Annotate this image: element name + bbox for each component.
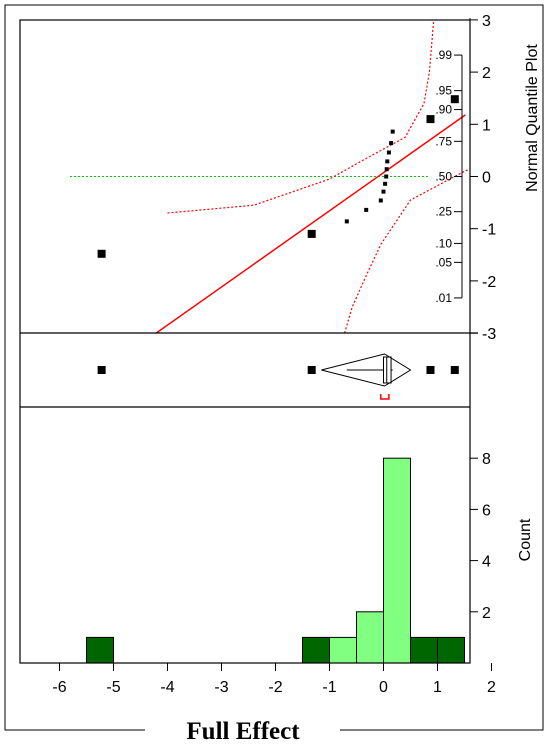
plot-frame bbox=[19, 19, 471, 664]
count-tick-label: 2 bbox=[482, 605, 491, 622]
x-tick-label: 1 bbox=[433, 679, 442, 696]
histogram-panel bbox=[86, 457, 465, 664]
axes-layer: .01 .05 .10 .25 .50 .75 .90 .95 .99 -3 -2 -1 0 1 2 3 Nor… bbox=[4, 4, 544, 745]
quantile-point bbox=[97, 249, 106, 258]
quantile-point bbox=[383, 181, 388, 186]
quantile-point bbox=[307, 229, 316, 238]
histogram-bar bbox=[356, 611, 384, 664]
x-axis-title: Full Effect bbox=[186, 718, 300, 745]
x-tick-label: -6 bbox=[52, 679, 66, 696]
box-outlier-point bbox=[97, 366, 106, 374]
count-axis-label: Count bbox=[517, 518, 534, 561]
z-tick-label: 0 bbox=[482, 170, 491, 187]
x-tick-label: 2 bbox=[487, 679, 496, 696]
probability-tick-label: .75 bbox=[435, 134, 452, 148]
x-tick-label: -4 bbox=[160, 679, 174, 696]
histogram-bar bbox=[329, 636, 357, 664]
quantile-point bbox=[386, 150, 391, 155]
z-tick-label: -2 bbox=[482, 274, 496, 291]
quantile-point bbox=[364, 207, 369, 212]
quantile-point bbox=[389, 141, 394, 146]
box-outlier-point bbox=[307, 366, 316, 374]
count-tick-label: 8 bbox=[482, 451, 491, 468]
z-tick-label: 2 bbox=[482, 65, 491, 82]
probability-tick-label: .99 bbox=[435, 48, 452, 62]
x-tick-label: -3 bbox=[214, 679, 228, 696]
histogram-bar bbox=[410, 636, 438, 664]
box-outlier-point bbox=[426, 366, 435, 374]
quantile-point bbox=[344, 219, 349, 224]
z-tick-label: 1 bbox=[482, 117, 491, 134]
box-outlier-point bbox=[450, 366, 459, 374]
quantile-point bbox=[378, 198, 383, 203]
quantile-point bbox=[390, 129, 395, 134]
quantile-point bbox=[381, 189, 386, 194]
confidence-band-lower bbox=[344, 168, 470, 333]
quantile-point bbox=[384, 174, 389, 179]
quantile-point bbox=[384, 167, 389, 172]
z-tick-label: -1 bbox=[482, 222, 496, 239]
x-tick-label: -5 bbox=[106, 679, 120, 696]
shortest-half-bracket bbox=[380, 394, 390, 400]
count-tick-label: 4 bbox=[482, 554, 491, 571]
normal-quantile-panel bbox=[70, 20, 470, 333]
probability-tick-label: .50 bbox=[435, 170, 452, 184]
normal-fit-line bbox=[155, 114, 466, 333]
histogram-bar bbox=[86, 636, 114, 664]
normal-quantile-axis-label: Normal Quantile Plot bbox=[524, 44, 541, 192]
probability-tick-label: .95 bbox=[435, 84, 452, 98]
x-tick-label: -2 bbox=[268, 679, 282, 696]
probability-tick-label: .05 bbox=[435, 255, 452, 269]
histogram-bar bbox=[437, 636, 465, 664]
count-tick-label: 6 bbox=[482, 502, 491, 519]
histogram-bar bbox=[383, 457, 411, 664]
confidence-band-upper bbox=[167, 20, 435, 214]
probability-tick-label: .01 bbox=[435, 291, 452, 305]
quantile-point bbox=[426, 115, 435, 124]
mean-diamond bbox=[321, 353, 412, 387]
probability-tick-label: .25 bbox=[435, 205, 452, 219]
histogram-bar bbox=[302, 636, 330, 664]
outer-frame bbox=[4, 4, 544, 731]
z-tick-label: 3 bbox=[482, 13, 491, 30]
box-iqr bbox=[383, 356, 392, 384]
quantile-point bbox=[385, 159, 390, 164]
probability-tick-label: .90 bbox=[435, 103, 452, 117]
probability-tick-label: .10 bbox=[435, 236, 452, 250]
x-tick-label: 0 bbox=[379, 679, 388, 696]
z-tick-label: -3 bbox=[482, 326, 496, 343]
quantile-point bbox=[450, 95, 459, 104]
outlier-box-panel bbox=[97, 353, 459, 400]
x-tick-label: -1 bbox=[322, 679, 336, 696]
